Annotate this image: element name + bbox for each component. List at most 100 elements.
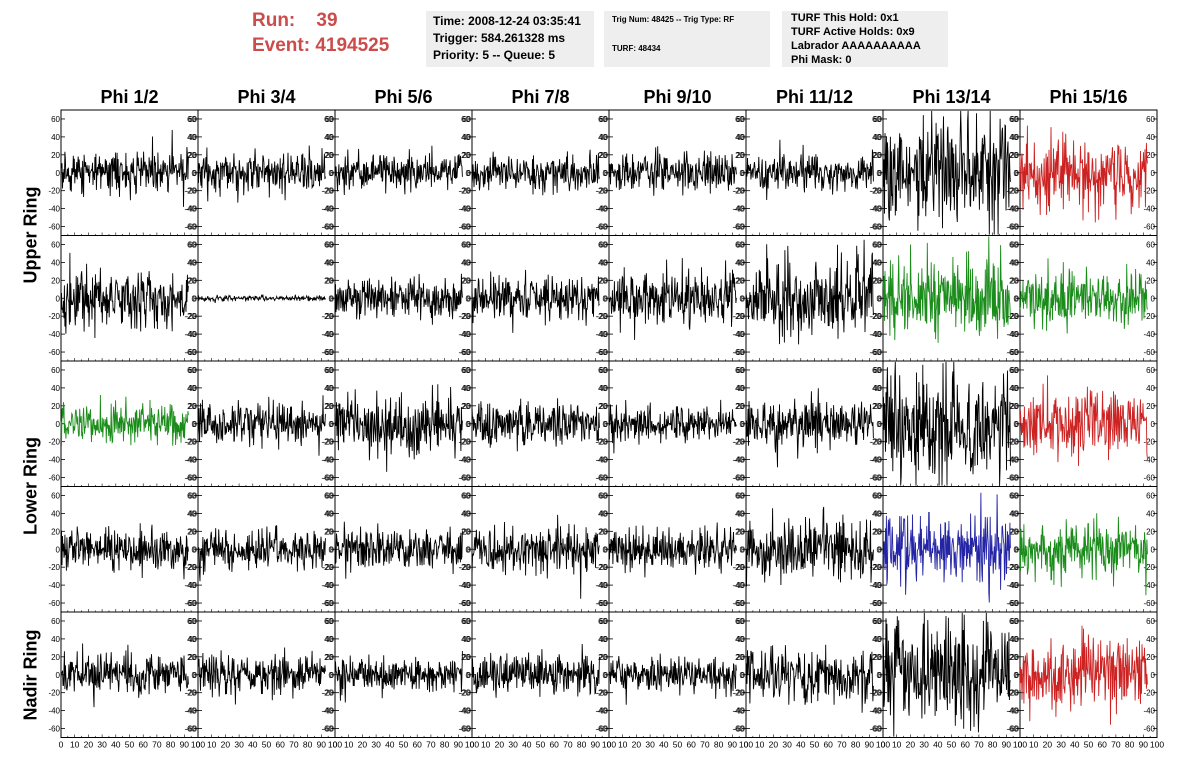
x-tick-label: 0	[607, 740, 612, 750]
y-tick-label: 40	[599, 635, 608, 644]
panel-r4-c2: -60 -60 -40 -40 -20 -20 0 0 20 20 40 40 60 60	[185, 486, 336, 613]
y-tick-label: -20	[184, 438, 196, 447]
y-tick-label: 60	[188, 115, 197, 124]
x-tick-label: 40	[522, 740, 532, 750]
y-tick-label: -40	[1006, 707, 1018, 716]
y-tick-label: -20	[596, 187, 608, 196]
x-tick-label: 60	[960, 740, 970, 750]
y-tick-label: -20	[870, 187, 882, 196]
y-tick-label: 0	[878, 671, 883, 680]
x-tick-label: 10	[755, 740, 765, 750]
y-tick-label: -60	[870, 474, 882, 483]
waveform-trace	[745, 506, 874, 587]
y-tick-label: -60	[733, 348, 745, 357]
y-tick-label: -60	[595, 599, 607, 608]
y-tick-label: -20	[869, 689, 881, 698]
y-tick-label: 20	[461, 276, 470, 285]
y-tick-label: 0	[467, 671, 472, 680]
y-tick-label: -40	[733, 330, 745, 339]
y-tick-label: 20	[1010, 276, 1019, 285]
y-tick-label: -40	[1007, 707, 1019, 716]
y-tick-label: -60	[869, 599, 881, 608]
panel-r2-c2: -60 -60 -40 -40 -20 -20 0 0 20 20 40 40 60 60	[185, 235, 336, 362]
y-tick-label: -60	[321, 725, 333, 734]
y-tick-label: 0	[192, 545, 197, 554]
y-tick-label: 0	[193, 294, 198, 303]
y-tick-label: -20	[185, 563, 197, 572]
y-tick-label: 0	[878, 545, 883, 554]
y-tick-label: -60	[732, 474, 744, 483]
y-tick-label: -60	[869, 223, 881, 232]
waveform-trace	[608, 522, 737, 578]
y-tick-label: 0	[877, 545, 882, 554]
y-tick-label: -20	[1006, 438, 1018, 447]
y-tick-label: 40	[462, 509, 471, 518]
y-tick-label: -20	[185, 438, 197, 447]
x-tick-label: 100	[876, 740, 890, 750]
y-tick-label: 40	[873, 258, 882, 267]
y-tick-label: 0	[193, 169, 198, 178]
y-tick-label: -20	[322, 312, 334, 321]
y-tick-label: 0	[604, 671, 609, 680]
y-tick-label: -60	[595, 348, 607, 357]
y-tick-label: 0	[877, 169, 882, 178]
y-tick-label: 60	[873, 491, 882, 500]
y-tick-label: 60	[736, 617, 745, 626]
y-tick-label: 60	[1010, 240, 1019, 249]
y-tick-label: 40	[736, 509, 745, 518]
y-tick-label: 0	[1015, 169, 1020, 178]
y-tick-label: -40	[1006, 330, 1018, 339]
y-tick-label: -40	[870, 456, 882, 465]
y-tick-label: -20	[870, 438, 882, 447]
y-tick-label: 0	[878, 169, 883, 178]
y-tick-label: 60	[461, 491, 470, 500]
column-header-phi-15-16: Phi 15/16	[1049, 87, 1128, 107]
panel-r1-c3: -60 -60 -40 -40 -20 -20 0 0 20 20 40 40 60 60	[322, 109, 473, 236]
y-tick-label: -20	[1007, 563, 1019, 572]
y-tick-label: 0	[330, 169, 335, 178]
panel-r3-c6: -60 -60 -40 -40 -20 -20 0 0 20 20 40 40 60 60	[733, 360, 884, 487]
y-tick-label: -20	[184, 689, 196, 698]
waveform-trace	[471, 514, 600, 599]
y-tick-label: 20	[1146, 276, 1155, 285]
y-tick-label: 20	[51, 402, 60, 411]
y-tick-label: -60	[321, 348, 333, 357]
y-tick-label: 40	[1010, 258, 1019, 267]
y-tick-label: 60	[1009, 366, 1018, 375]
x-tick-label: 50	[536, 740, 546, 750]
run-event-header: Run: 39 Event: 4194525	[252, 8, 422, 58]
y-tick-label: 20	[1010, 653, 1019, 662]
y-tick-label: 20	[461, 402, 470, 411]
y-tick-label: 60	[599, 491, 608, 500]
y-tick-label: 20	[325, 402, 334, 411]
y-tick-label: 60	[461, 240, 470, 249]
y-tick-label: -60	[1007, 223, 1019, 232]
y-tick-label: 20	[51, 276, 60, 285]
panel-r5-c6: -60 -60 -40 -40 -20 -20 0 0 20 20 40 40 60 60	[733, 611, 884, 738]
y-tick-label: -20	[458, 563, 470, 572]
y-tick-label: 0	[193, 420, 198, 429]
y-tick-label: -20	[184, 563, 196, 572]
y-tick-label: -20	[185, 312, 197, 321]
y-tick-label: 60	[1146, 491, 1155, 500]
y-tick-label: 60	[324, 115, 333, 124]
x-tick-label: 50	[125, 740, 135, 750]
y-tick-label: -20	[732, 438, 744, 447]
y-tick-label: 20	[599, 653, 608, 662]
x-tick-label: 100	[602, 740, 616, 750]
y-tick-label: -20	[459, 438, 471, 447]
y-tick-label: -20	[1143, 312, 1155, 321]
x-tick-label: 100	[1013, 740, 1027, 750]
y-tick-label: -60	[322, 599, 334, 608]
y-tick-label: -60	[595, 474, 607, 483]
y-tick-label: 40	[1009, 133, 1018, 142]
y-tick-label: 20	[873, 276, 882, 285]
y-tick-label: -20	[458, 312, 470, 321]
panel-r1-c1: -60 -60 -40 -40 -20 -20 0 0 20 20 40 40 60 60	[48, 109, 199, 236]
y-tick-label: -60	[869, 348, 881, 357]
x-tick-label: 70	[289, 740, 299, 750]
y-tick-label: -60	[48, 348, 60, 357]
y-tick-label: -40	[596, 456, 608, 465]
y-tick-label: 20	[1009, 276, 1018, 285]
y-tick-label: -40	[870, 330, 882, 339]
